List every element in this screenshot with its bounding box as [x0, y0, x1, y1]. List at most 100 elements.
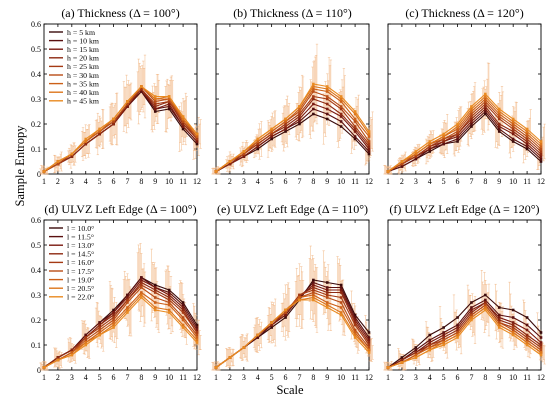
series-line	[43, 296, 198, 368]
data-point	[511, 321, 515, 324]
data-point	[70, 348, 74, 352]
data-point	[242, 346, 246, 349]
data-point	[312, 281, 315, 284]
data-point	[539, 140, 543, 143]
data-point	[353, 120, 357, 123]
data-point	[525, 336, 529, 339]
data-point	[470, 311, 473, 314]
series-line	[43, 291, 198, 368]
data-point	[511, 326, 515, 329]
data-point	[353, 318, 357, 322]
data-point	[153, 291, 157, 294]
data-point	[270, 132, 273, 136]
data-point	[167, 291, 171, 294]
data-point	[312, 278, 315, 282]
data-point	[112, 321, 115, 324]
data-point	[428, 150, 432, 153]
data-point	[539, 147, 543, 151]
data-point	[400, 356, 404, 359]
x-tick-label: 9	[153, 177, 157, 186]
data-point	[167, 288, 171, 292]
data-point	[353, 328, 357, 332]
data-point	[367, 132, 371, 136]
data-point	[181, 303, 185, 307]
data-point	[442, 132, 445, 136]
series-line	[387, 309, 542, 369]
data-point	[298, 120, 301, 123]
data-point	[214, 366, 218, 369]
data-point	[256, 140, 260, 143]
panel-title: (e) ULVZ Left Edge (Δ = 110°)	[217, 202, 368, 216]
data-point	[284, 316, 287, 319]
data-point	[339, 100, 343, 103]
x-tick-label: 11	[523, 177, 531, 186]
data-point	[470, 105, 473, 108]
data-point	[497, 112, 501, 116]
x-tick-label: 12	[537, 373, 545, 382]
data-point	[153, 102, 157, 106]
data-point	[181, 115, 185, 118]
legend-label: l = 19.0°	[67, 275, 94, 284]
data-point	[539, 152, 543, 156]
x-tick-label: 3	[414, 373, 418, 382]
data-point	[367, 331, 371, 334]
data-point	[195, 328, 199, 332]
data-point	[312, 85, 315, 88]
data-point	[484, 306, 487, 309]
data-point	[140, 85, 143, 88]
data-point	[339, 95, 343, 98]
data-point	[339, 283, 343, 287]
data-point	[414, 150, 418, 153]
data-point	[511, 333, 515, 337]
data-point	[367, 147, 371, 151]
panel-title: (f) ULVZ Left Edge (Δ = 120°)	[389, 202, 539, 216]
data-point	[470, 308, 473, 312]
data-point	[339, 115, 343, 118]
data-point	[428, 140, 432, 143]
data-point	[256, 336, 260, 339]
data-point	[112, 323, 115, 327]
series-line	[43, 281, 198, 368]
error-bars	[211, 43, 374, 175]
data-point	[539, 142, 543, 146]
data-point	[339, 286, 343, 289]
data-point	[339, 120, 343, 123]
data-point	[497, 125, 501, 128]
data-point	[470, 125, 473, 128]
data-point	[140, 286, 143, 289]
data-point	[98, 331, 101, 334]
legend-label: l = 14.5°	[67, 250, 94, 259]
data-point	[456, 137, 459, 141]
data-point	[56, 160, 60, 163]
data-point	[414, 346, 418, 349]
data-point	[400, 162, 404, 166]
data-point	[511, 132, 515, 136]
data-point	[284, 122, 287, 126]
data-point	[539, 145, 543, 148]
chart-panel: (b) Thickness (Δ = 110°)1 2 3 4 5 6 7 8 9 10 11 12	[211, 6, 374, 186]
data-point	[325, 306, 329, 309]
data-point	[126, 105, 129, 108]
data-point	[181, 127, 185, 131]
x-tick-label: 1	[386, 373, 390, 382]
data-point	[442, 333, 445, 337]
data-point	[167, 298, 171, 302]
data-point	[484, 102, 487, 106]
data-point	[353, 110, 357, 113]
data-point	[325, 301, 329, 304]
data-point	[167, 107, 171, 111]
data-point	[367, 336, 371, 339]
data-point	[298, 110, 301, 113]
data-point	[484, 293, 487, 297]
data-point	[312, 102, 315, 106]
x-tick-label: 6	[456, 373, 460, 382]
data-point	[442, 140, 445, 143]
y-tick-label: 0.6	[31, 216, 41, 225]
data-point	[298, 122, 301, 126]
x-tick-label: 7	[469, 373, 473, 382]
data-point	[312, 90, 315, 93]
data-point	[456, 316, 459, 319]
data-point	[442, 336, 445, 339]
x-tick-label: 10	[337, 177, 345, 186]
